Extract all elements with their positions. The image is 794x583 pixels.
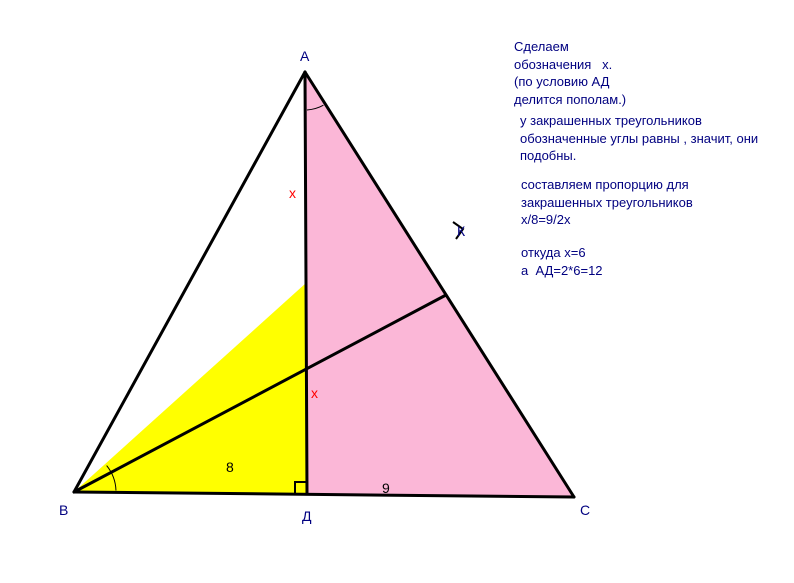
label-A: А xyxy=(300,48,309,64)
text-result: откуда x=6а АД=2*6=12 xyxy=(521,244,603,279)
edge-label-9: 9 xyxy=(382,480,390,496)
annot-x-lower: x xyxy=(311,385,318,401)
label-C: С xyxy=(580,502,590,518)
label-B: В xyxy=(59,502,68,518)
text-intro: Сделаемобозначения x.(по условию АДделит… xyxy=(514,38,626,108)
label-D: Д xyxy=(302,508,311,524)
edge-label-8: 8 xyxy=(226,459,234,475)
geometry-diagram xyxy=(0,0,794,583)
annot-x-upper: x xyxy=(289,185,296,201)
text-similar: у закрашенных треугольниковобозначенные … xyxy=(520,112,758,165)
text-proportion: составляем пропорцию длязакрашенных треу… xyxy=(521,176,693,229)
label-K: К xyxy=(457,223,465,239)
